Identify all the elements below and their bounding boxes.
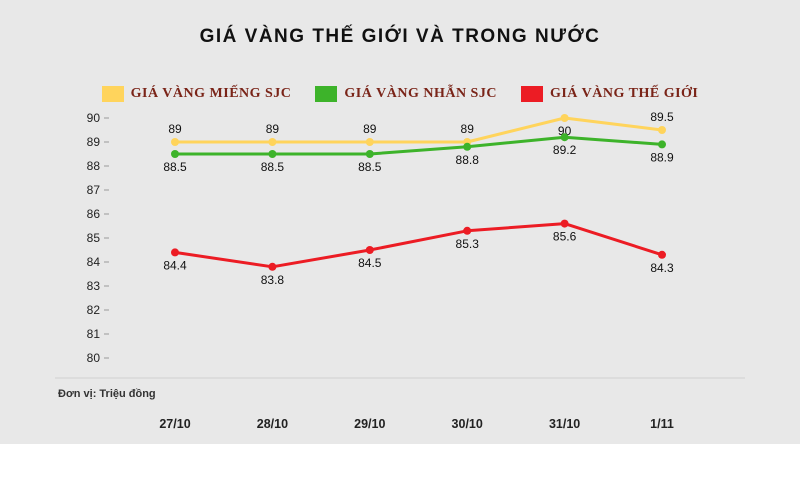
unit-note: Đơn vị: Triệu đồng [58,388,156,400]
data-point [560,133,569,142]
data-point-label: 85.3 [456,237,480,251]
data-point [365,138,374,146]
x-axis-label: 28/10 [257,417,288,431]
data-point [268,262,277,271]
legend-label: GIÁ VÀNG NHẪN SJC [344,86,497,101]
x-axis-label: 29/10 [354,417,385,431]
data-point [171,138,179,146]
data-point-label: 88.9 [650,150,674,164]
data-point-label: 89 [168,122,182,136]
series-line [173,135,664,156]
y-tick-label: 84 [87,255,101,269]
legend-label: GIÁ VÀNG THẾ GIỚI [549,86,699,101]
data-point [463,142,472,151]
data-point-label: 85.6 [553,230,577,244]
data-point-label: 89 [266,122,280,136]
data-point [560,219,569,228]
x-axis-label: 30/10 [452,417,483,431]
legend-swatch [520,86,543,102]
data-point-label: 88.5 [358,160,382,174]
data-point-label: 88.5 [261,160,285,174]
y-tick-label: 86 [87,207,101,221]
y-tick-label: 83 [87,279,101,293]
y-tick-label: 85 [87,231,101,245]
footer-strip [0,444,800,500]
data-point-label: 90 [558,124,572,138]
y-tick-label: 89 [87,135,101,149]
data-point-label: 89.2 [553,143,577,157]
data-point-label: 84.4 [163,258,187,272]
data-point [658,250,666,259]
x-axis-label: 31/10 [549,417,580,431]
series-line [173,222,664,269]
chart-title: GIÁ VÀNG THẾ GIỚI VÀ TRONG NƯỚC [199,26,601,47]
data-point-label: 89.5 [650,110,674,124]
y-tick-label: 81 [87,327,101,341]
data-point [268,138,277,146]
data-point-label: 84.5 [358,256,382,270]
x-axis-label: 27/10 [159,417,190,431]
data-point [268,150,277,158]
legend-item: GIÁ VÀNG NHẪN SJC [315,86,497,102]
data-point [658,140,666,149]
legend-swatch [101,86,124,102]
data-point [171,248,179,257]
legend-item: GIÁ VÀNG MIẾNG SJC [101,86,292,102]
data-point [171,150,179,158]
data-point [463,226,472,235]
y-tick-label: 88 [87,159,101,173]
legend-swatch [315,86,338,102]
legend-item: GIÁ VÀNG THẾ GIỚI [520,86,699,102]
y-tick-label: 80 [87,351,101,365]
x-axis-label: 1/11 [650,417,674,431]
y-tick-label: 90 [87,111,101,125]
data-point-label: 88.8 [456,153,480,167]
data-point-label: 89 [363,122,377,136]
data-point-label: 84.3 [650,261,674,275]
data-point-label: 89 [461,122,475,136]
y-tick-label: 87 [87,183,101,197]
data-point-label: 88.5 [163,160,187,174]
legend-label: GIÁ VÀNG MIẾNG SJC [130,86,292,101]
data-point [658,126,666,134]
legend: GIÁ VÀNG MIẾNG SJC GIÁ VÀNG NHẪN SJC GIÁ V… [0,86,800,102]
series-line [173,116,664,144]
data-point [560,114,569,122]
y-tick-label: 82 [87,303,101,317]
data-point [365,150,374,158]
data-point [365,246,374,254]
data-point-label: 83.8 [261,273,285,287]
